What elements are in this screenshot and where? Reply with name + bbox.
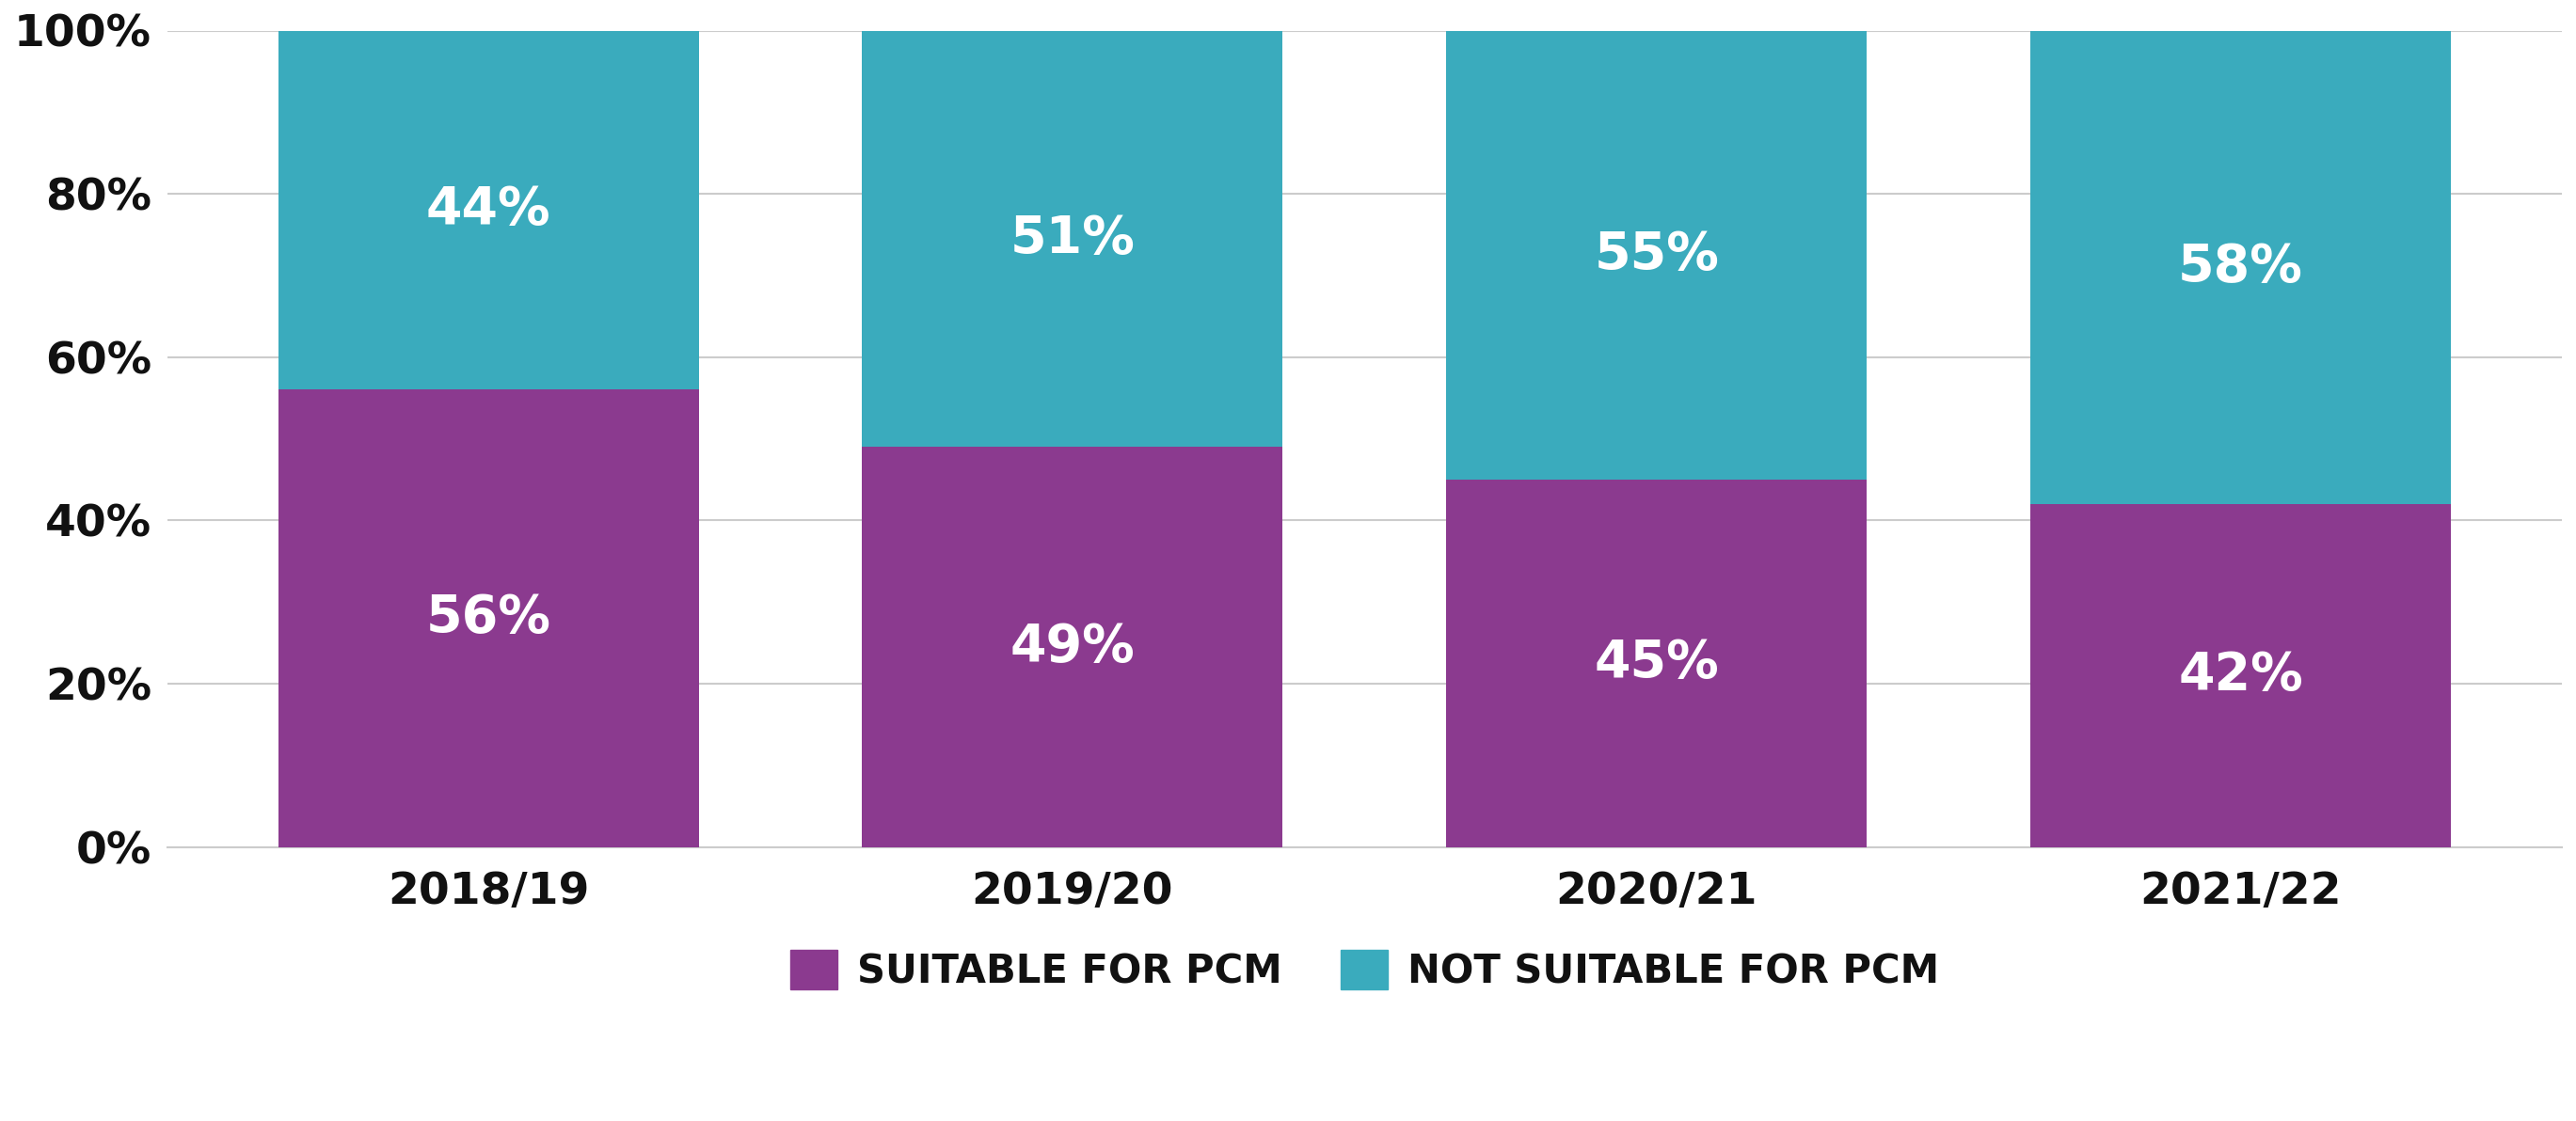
Text: 56%: 56%	[425, 593, 551, 643]
Bar	[1445, 30, 1868, 480]
Legend: SUITABLE FOR PCM, NOT SUITABLE FOR PCM: SUITABLE FOR PCM, NOT SUITABLE FOR PCM	[775, 934, 1955, 1007]
Text: 58%: 58%	[2179, 242, 2303, 293]
Bar	[863, 447, 1283, 846]
Text: 51%: 51%	[1010, 213, 1136, 265]
Text: 55%: 55%	[1595, 230, 1718, 280]
Bar	[863, 30, 1283, 447]
Bar	[2030, 504, 2450, 846]
Text: 49%: 49%	[1010, 621, 1136, 673]
Bar	[2030, 30, 2450, 504]
Text: 42%: 42%	[2179, 650, 2303, 701]
Bar	[1445, 480, 1868, 846]
Text: 45%: 45%	[1595, 638, 1718, 688]
Text: 44%: 44%	[425, 185, 551, 235]
Bar	[278, 30, 698, 390]
Bar	[278, 390, 698, 846]
